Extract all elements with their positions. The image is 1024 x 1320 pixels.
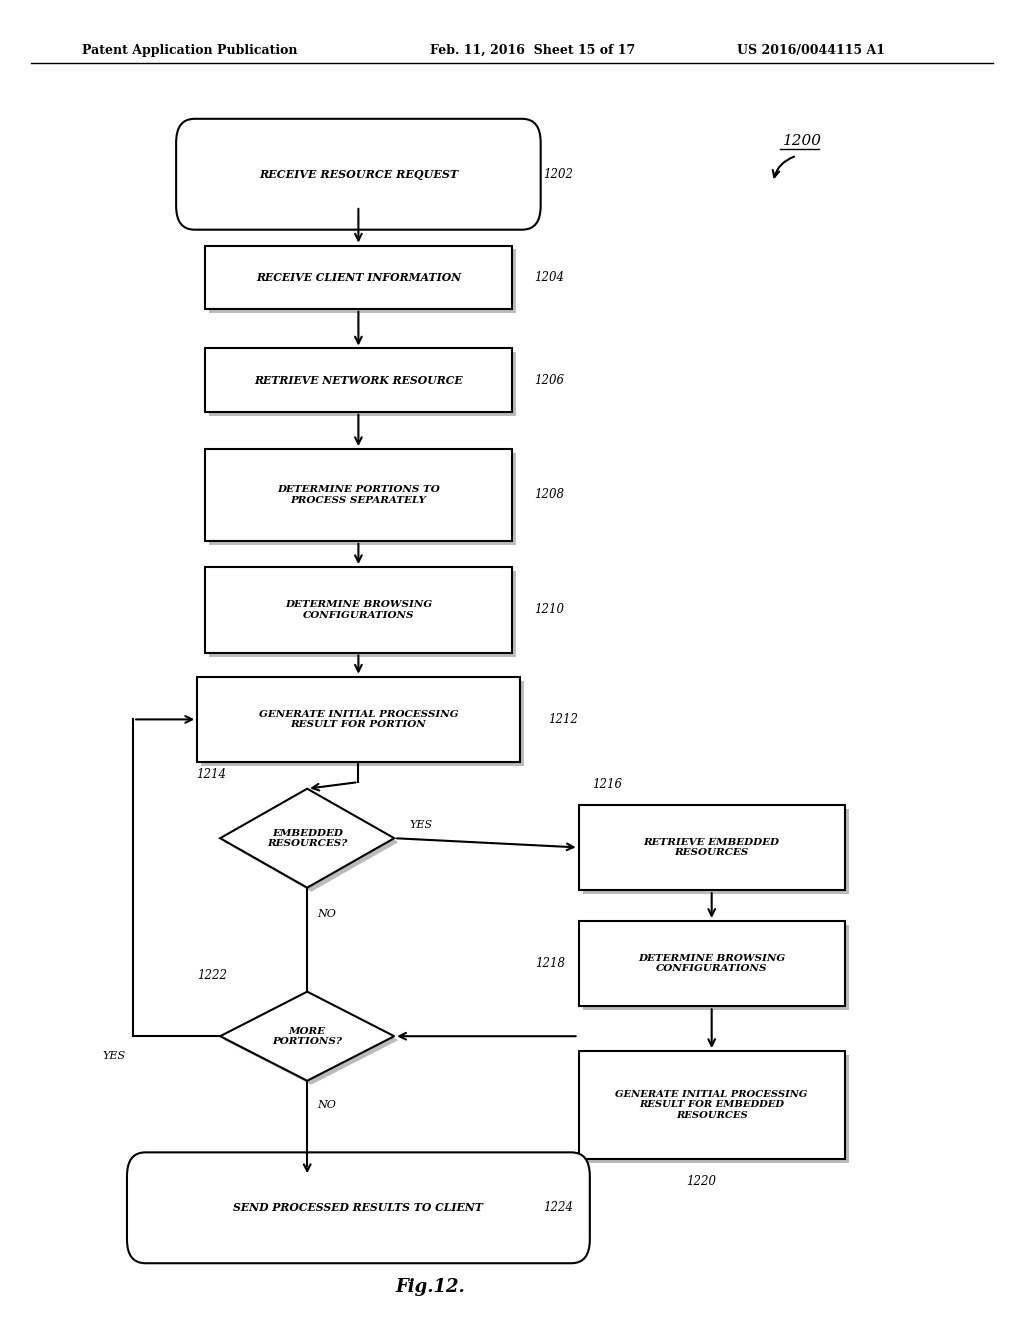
Text: 1218: 1218 xyxy=(536,957,565,970)
Text: RECEIVE CLIENT INFORMATION: RECEIVE CLIENT INFORMATION xyxy=(256,272,461,282)
FancyBboxPatch shape xyxy=(127,1152,590,1263)
Polygon shape xyxy=(224,792,398,892)
FancyBboxPatch shape xyxy=(579,1051,845,1159)
Text: 1200: 1200 xyxy=(783,135,822,148)
Text: RETRIEVE NETWORK RESOURCE: RETRIEVE NETWORK RESOURCE xyxy=(254,375,463,385)
FancyBboxPatch shape xyxy=(579,805,845,890)
Text: 1220: 1220 xyxy=(686,1175,716,1188)
Text: 1206: 1206 xyxy=(535,374,564,387)
FancyBboxPatch shape xyxy=(205,246,512,309)
Text: RECEIVE RESOURCE REQUEST: RECEIVE RESOURCE REQUEST xyxy=(259,169,458,180)
Text: GENERATE INITIAL PROCESSING
RESULT FOR PORTION: GENERATE INITIAL PROCESSING RESULT FOR P… xyxy=(259,710,458,729)
Text: DETERMINE PORTIONS TO
PROCESS SEPARATELY: DETERMINE PORTIONS TO PROCESS SEPARATELY xyxy=(278,486,439,504)
FancyBboxPatch shape xyxy=(583,809,849,894)
FancyBboxPatch shape xyxy=(209,249,516,313)
FancyBboxPatch shape xyxy=(583,1055,849,1163)
FancyBboxPatch shape xyxy=(197,677,519,762)
Text: YES: YES xyxy=(410,820,433,830)
Text: 1212: 1212 xyxy=(548,713,578,726)
Text: 1202: 1202 xyxy=(543,168,572,181)
Text: 1210: 1210 xyxy=(535,603,564,616)
FancyBboxPatch shape xyxy=(583,925,849,1010)
Polygon shape xyxy=(220,789,394,887)
Text: YES: YES xyxy=(102,1051,126,1061)
Text: US 2016/0044115 A1: US 2016/0044115 A1 xyxy=(737,44,886,57)
FancyBboxPatch shape xyxy=(209,352,516,416)
Text: Patent Application Publication: Patent Application Publication xyxy=(82,44,297,57)
Text: 1222: 1222 xyxy=(198,969,227,982)
Text: Fig.12.: Fig.12. xyxy=(395,1278,465,1296)
Text: RETRIEVE EMBEDDED
RESOURCES: RETRIEVE EMBEDDED RESOURCES xyxy=(644,838,779,857)
Text: EMBEDDED
RESOURCES?: EMBEDDED RESOURCES? xyxy=(267,829,347,847)
Text: NO: NO xyxy=(317,909,336,919)
Text: 1204: 1204 xyxy=(535,271,564,284)
Polygon shape xyxy=(224,995,398,1085)
Text: 1208: 1208 xyxy=(535,488,564,502)
FancyBboxPatch shape xyxy=(205,449,512,541)
Text: NO: NO xyxy=(317,1100,336,1110)
Text: MORE
PORTIONS?: MORE PORTIONS? xyxy=(272,1027,342,1045)
FancyBboxPatch shape xyxy=(205,348,512,412)
FancyBboxPatch shape xyxy=(205,568,512,652)
FancyBboxPatch shape xyxy=(201,681,523,766)
Text: 1224: 1224 xyxy=(543,1201,572,1214)
FancyBboxPatch shape xyxy=(209,572,516,656)
FancyBboxPatch shape xyxy=(176,119,541,230)
Text: SEND PROCESSED RESULTS TO CLIENT: SEND PROCESSED RESULTS TO CLIENT xyxy=(233,1203,483,1213)
Text: Feb. 11, 2016  Sheet 15 of 17: Feb. 11, 2016 Sheet 15 of 17 xyxy=(430,44,635,57)
FancyBboxPatch shape xyxy=(579,921,845,1006)
Text: DETERMINE BROWSING
CONFIGURATIONS: DETERMINE BROWSING CONFIGURATIONS xyxy=(638,954,785,973)
Polygon shape xyxy=(220,991,394,1081)
Text: 1216: 1216 xyxy=(592,777,622,791)
Text: 1214: 1214 xyxy=(197,768,226,781)
Text: GENERATE INITIAL PROCESSING
RESULT FOR EMBEDDED
RESOURCES: GENERATE INITIAL PROCESSING RESULT FOR E… xyxy=(615,1090,808,1119)
FancyBboxPatch shape xyxy=(209,453,516,545)
Text: DETERMINE BROWSING
CONFIGURATIONS: DETERMINE BROWSING CONFIGURATIONS xyxy=(285,601,432,619)
